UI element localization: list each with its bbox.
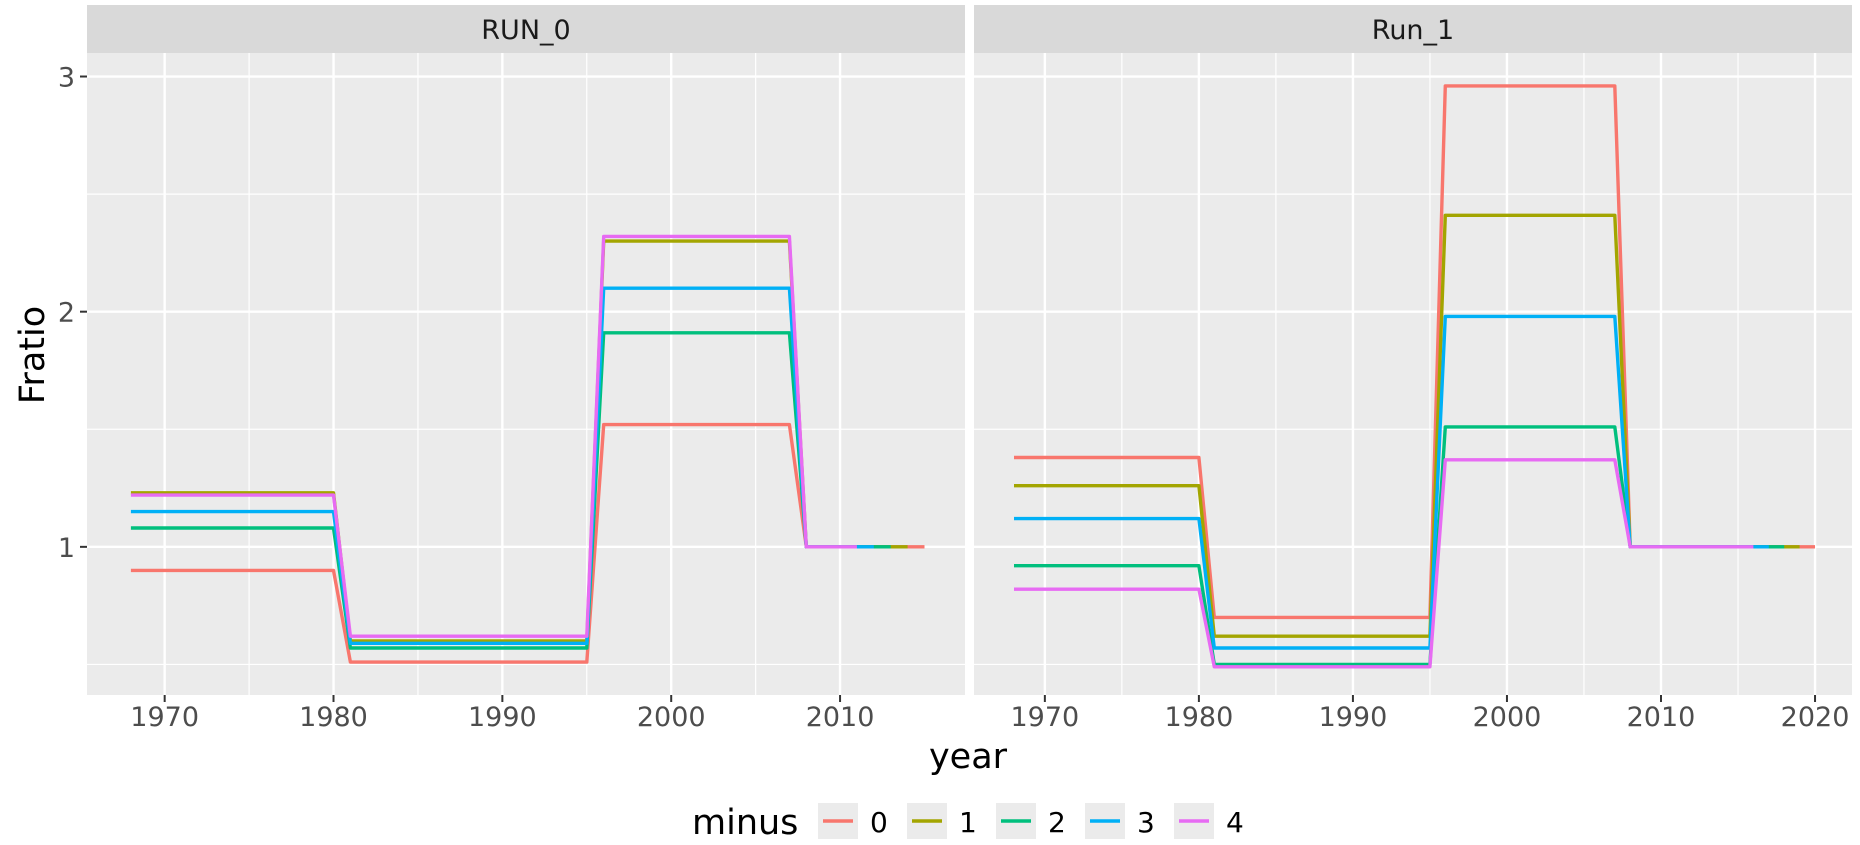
y-axis-title: Fratio: [13, 306, 53, 404]
x-tick-label: 2010: [1627, 702, 1696, 733]
legend-label: 4: [1226, 806, 1244, 839]
x-tick-label: 2000: [1473, 702, 1542, 733]
legend-label: 2: [1048, 806, 1066, 839]
plot-background: [974, 53, 1852, 695]
x-tick-label: 2000: [637, 702, 706, 733]
legend-label: 0: [870, 806, 888, 839]
strip-background: [87, 5, 965, 53]
x-tick-label: 2020: [1781, 702, 1850, 733]
plot-background: [87, 53, 965, 695]
x-tick-label: 1970: [1010, 702, 1079, 733]
panel-title: RUN_0: [481, 15, 570, 46]
series-line-minus-4: [130, 234, 857, 638]
x-tick-label: 1980: [1165, 702, 1234, 733]
legend: minus 0 1 2 3 4: [692, 803, 1244, 843]
legend-label: 3: [1137, 806, 1155, 839]
x-tick-label: 1980: [299, 702, 368, 733]
y-axis: 1 2 3: [58, 63, 87, 564]
y-tick-label: 3: [58, 63, 75, 94]
x-tick-label: 1970: [130, 702, 199, 733]
y-tick-label: 1: [58, 533, 75, 564]
chart-panels: RUN_0 1970 1980 1990 2000 2010 Run_1 1970 1980 19…: [87, 5, 1852, 733]
x-tick-label: 1990: [1319, 702, 1388, 733]
x-axis-title: year: [929, 737, 1008, 777]
legend-item-1: 1: [907, 803, 977, 839]
legend-item-2: 2: [996, 803, 1066, 839]
y-tick-label: 2: [58, 298, 75, 329]
legend-item-3: 3: [1085, 803, 1155, 839]
strip-background: [974, 5, 1852, 53]
series-line-minus-4: [1014, 458, 1754, 669]
legend-title: minus: [692, 803, 798, 843]
series-line-minus-3: [1014, 314, 1769, 650]
panel-title: Run_1: [1372, 15, 1454, 46]
panel-2: Run_1 1970 1980 1990 2000 2010 2020: [974, 5, 1852, 733]
x-tick-label: 2010: [806, 702, 875, 733]
legend-label: 1: [959, 806, 977, 839]
x-tick-label: 1990: [468, 702, 537, 733]
legend-item-4: 4: [1174, 803, 1244, 839]
panel-1: RUN_0 1970 1980 1990 2000 2010: [87, 5, 965, 733]
legend-item-0: 0: [818, 803, 888, 839]
